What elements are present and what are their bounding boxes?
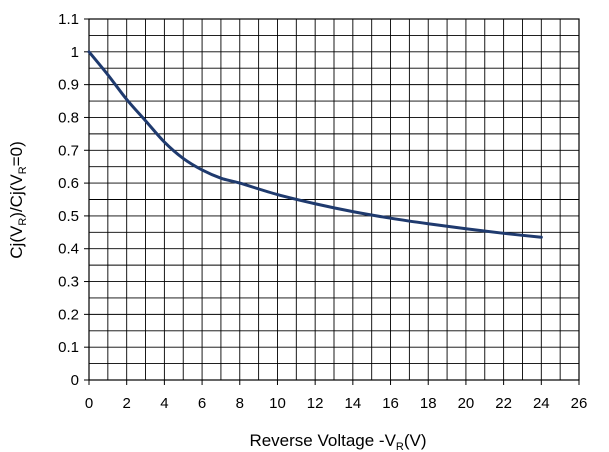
x-tick-label: 20 — [458, 395, 475, 412]
y-tick-label: 0.2 — [58, 306, 79, 323]
major-grid — [84, 18, 580, 385]
x-tick-label: 0 — [85, 395, 93, 412]
series-line — [87, 50, 543, 239]
x-tick-label: 12 — [307, 395, 324, 412]
x-tick-label: 8 — [236, 395, 244, 412]
y-tick-label: 0.9 — [58, 77, 79, 94]
y-tick-label: 0 — [71, 372, 79, 389]
y-tick-label: 1.1 — [58, 11, 79, 28]
y-axis-title: Cj(VR)/Cj(VR=0) — [7, 141, 29, 258]
x-tick-label: 6 — [198, 395, 206, 412]
x-tick-label: 2 — [123, 395, 131, 412]
x-axis-title: Reverse Voltage -VR(V) — [249, 431, 426, 452]
minor-grid — [88, 18, 580, 381]
x-tick-label: 26 — [571, 395, 588, 412]
y-tick-label: 0.4 — [58, 241, 79, 258]
y-tick-label: 0.3 — [58, 274, 79, 291]
y-tick-label: 0.5 — [58, 208, 79, 225]
y-tick-label: 0.6 — [58, 175, 79, 192]
x-tick-label: 24 — [533, 395, 550, 412]
x-tick-label: 18 — [420, 395, 437, 412]
y-tick-label: 0.8 — [58, 109, 79, 126]
y-tick-labels: 0 0.1 0.2 0.3 0.4 0.5 0.6 0.7 0.8 0.9 1 1.1 — [58, 11, 79, 389]
x-tick-label: 10 — [269, 395, 286, 412]
x-tick-label: 16 — [382, 395, 399, 412]
y-tick-label: 0.7 — [58, 142, 79, 159]
x-tick-labels: 0 2 4 6 8 10 12 14 16 18 20 22 24 26 — [85, 395, 588, 412]
x-tick-label: 4 — [160, 395, 168, 412]
plot-frame — [88, 18, 580, 381]
x-tick-label: 22 — [495, 395, 512, 412]
y-tick-label: 1 — [71, 44, 79, 61]
x-tick-label: 14 — [345, 395, 362, 412]
y-tick-label: 0.1 — [58, 339, 79, 356]
